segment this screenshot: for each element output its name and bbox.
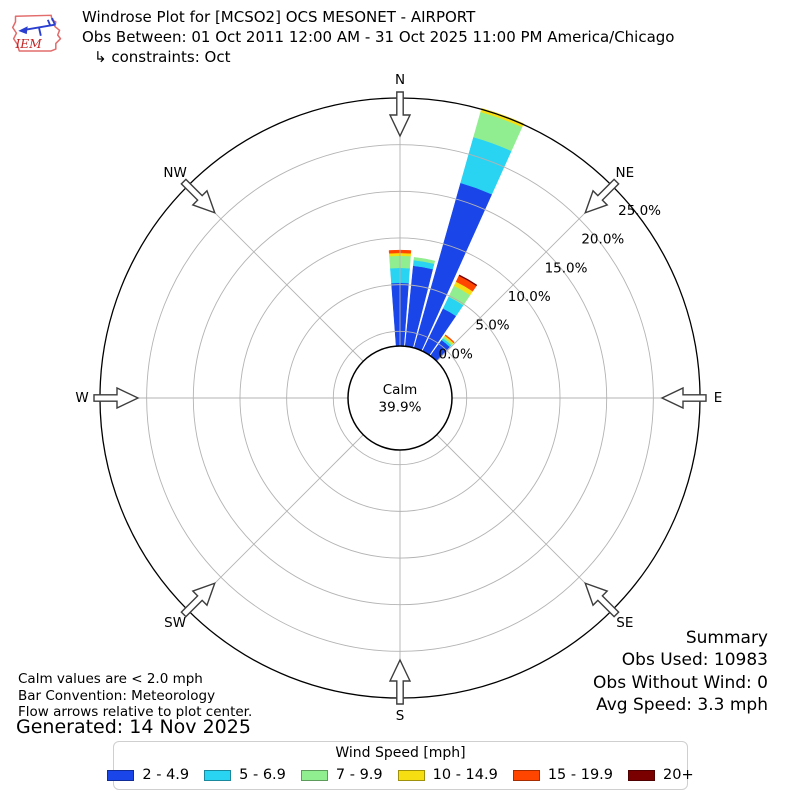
grid-spoke-NW [187, 185, 364, 362]
radial-tick-labels-layer: 0.0%5.0% 10.0% 15.0% 20.0% 25.0% [439, 203, 662, 363]
summary-avg-speed: Avg Speed: 3.3 mph [596, 694, 768, 715]
flow-arrow-NW [180, 178, 216, 214]
compass-label-SE: SE [616, 615, 633, 631]
radial-tick-label-20pct: 20.0% [581, 232, 624, 248]
legend-swatch [107, 769, 135, 781]
calm-circle [347, 345, 453, 451]
calm-label: Calm [383, 382, 418, 398]
bar-segment [480, 108, 524, 128]
radial-tick-label-5pct: 5.0% [475, 318, 509, 334]
flow-arrow-SW [180, 582, 216, 618]
legend-item: 10 - 14.9 [397, 767, 498, 783]
compass-label-NE: NE [616, 165, 635, 181]
calm-layer: Calm 39.9% [347, 345, 453, 451]
legend-label: 20+ [663, 767, 694, 783]
flow-arrow-E [660, 386, 707, 410]
legend-label: 7 - 9.9 [335, 767, 383, 783]
windrose-bar-40deg [430, 334, 455, 362]
legend-label: 5 - 6.9 [239, 767, 286, 783]
radial-tick-label-0pct: 0.0% [439, 346, 473, 362]
legend-item: 7 - 9.9 [300, 767, 383, 783]
legend-swatch [204, 769, 232, 781]
compass-label-NW: NW [163, 165, 186, 181]
legend-label: 2 - 4.9 [142, 767, 190, 783]
grid-spoke-SE [436, 434, 613, 611]
legend-swatch [628, 769, 656, 781]
bar-segment [413, 257, 436, 265]
legend-items: 2 - 4.9 5 - 6.9 7 - 9.9 10 - 14.9 15 - 19.9 2… [107, 767, 694, 783]
legend-item: 15 - 19.9 [512, 767, 614, 783]
flow-arrow-N [388, 91, 412, 138]
header: Windrose Plot for [MCSO2] OCS MESONET - … [82, 7, 674, 67]
footnotes: Calm values are < 2.0 mph Bar Convention… [18, 671, 252, 721]
windrose-bar-30deg [422, 274, 478, 356]
radial-tick-label-15pct: 15.0% [545, 260, 588, 276]
arrows-layer [93, 91, 707, 705]
bar-segment [458, 274, 478, 287]
legend-item: 5 - 6.9 [204, 767, 286, 783]
windrose-bar-20deg [413, 108, 524, 351]
compass-label-E: E [714, 390, 723, 406]
page-subtitle: Obs Between: 01 Oct 2011 12:00 AM - 31 O… [82, 28, 675, 46]
calm-percent: 39.9% [379, 400, 422, 416]
wind-speed-legend: Wind Speed [mph] 2 - 4.9 5 - 6.9 7 - 9.9 10… [107, 741, 694, 790]
radial-tick-label-10pct: 10.0% [508, 289, 551, 305]
summary-obs-used: Obs Used: 10983 [621, 650, 768, 671]
flow-arrow-S [388, 658, 412, 705]
flow-arrow-NE [584, 178, 620, 214]
bar-segment [444, 334, 455, 344]
flow-arrows-note: Flow arrows relative to plot center. [18, 704, 253, 720]
flow-arrow-SE [584, 582, 620, 618]
weather-vane-icon [24, 17, 56, 36]
summary-obs-without-wind: Obs Without Wind: 0 [593, 672, 768, 693]
summary-block: Summary Obs Used: 10983 Obs Without Wind… [593, 627, 768, 716]
bar-convention-note: Bar Convention: Meteorology [18, 687, 216, 704]
summary-title: Summary [685, 628, 768, 648]
page-title: Windrose Plot for [MCSO2] OCS MESONET - … [82, 8, 476, 26]
windrose-bar-10deg [404, 257, 436, 348]
compass-labels-layer: N NE E SE S SW W NW [75, 72, 722, 724]
legend-item: 2 - 4.9 [107, 767, 189, 783]
iowa-outline [11, 14, 62, 52]
compass-label-N: N [395, 72, 405, 88]
grid-spoke-NE [436, 185, 613, 362]
legend-title: Wind Speed [mph] [335, 745, 466, 761]
calm-note: Calm values are < 2.0 mph [18, 671, 203, 687]
compass-label-W: W [75, 390, 88, 406]
legend-item: 20+ [628, 767, 694, 783]
legend-swatch [397, 769, 425, 781]
generated-date: Generated: 14 Nov 2025 [16, 716, 251, 738]
legend-swatch [300, 769, 328, 781]
logo-text: IEM [15, 37, 43, 51]
iem-logo: IEM [11, 14, 62, 52]
radial-tick-label-25pct: 25.0% [618, 203, 661, 219]
legend-label: 10 - 14.9 [432, 767, 498, 783]
grid-spoke-SW [187, 434, 364, 611]
constraints-line: ↳ constraints: Oct [94, 48, 231, 66]
legend-swatch [512, 769, 540, 781]
compass-label-S: S [396, 708, 405, 724]
legend-label: 15 - 19.9 [547, 767, 614, 783]
bars-layer [388, 108, 524, 362]
compass-label-SW: SW [164, 615, 186, 631]
flow-arrow-W [93, 386, 140, 410]
vane-arrowhead [18, 26, 28, 35]
